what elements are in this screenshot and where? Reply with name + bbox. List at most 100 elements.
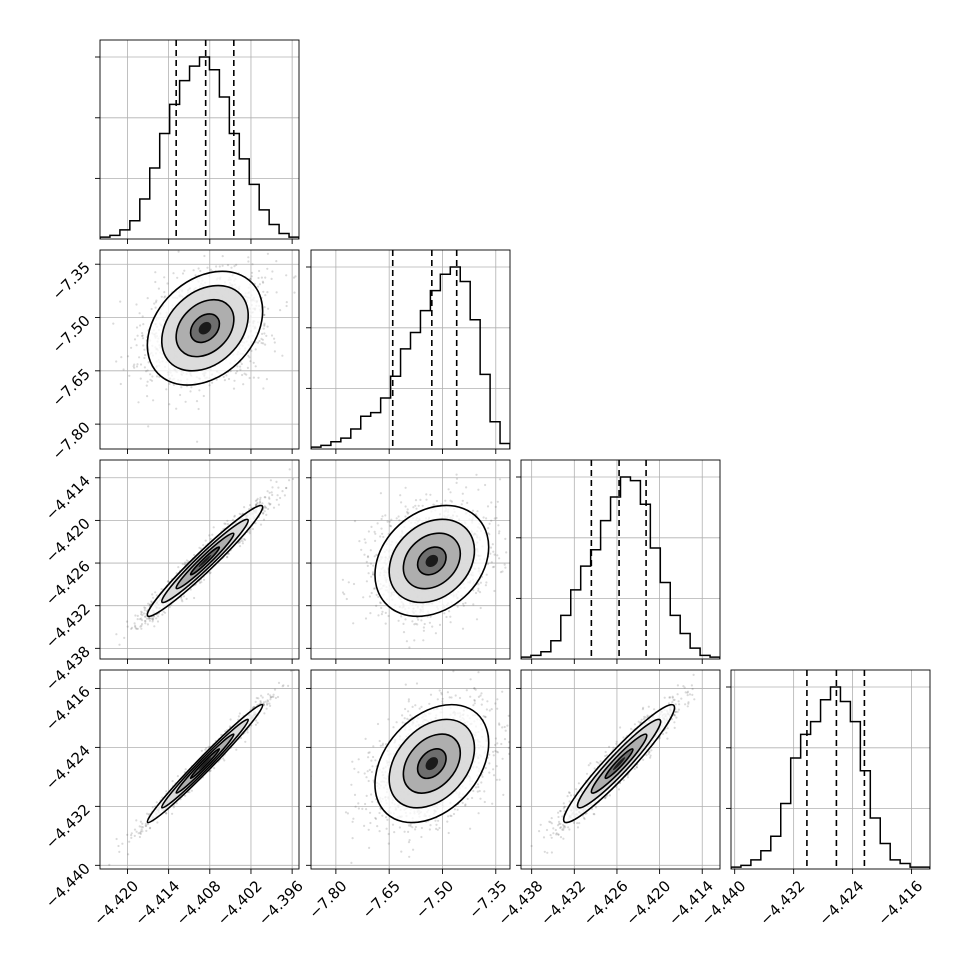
sample-point	[389, 524, 392, 527]
sample-point	[263, 332, 266, 335]
sample-point	[372, 587, 376, 590]
panel-content	[100, 40, 299, 239]
sample-point	[148, 619, 151, 622]
sample-point	[285, 274, 288, 277]
sample-point	[256, 285, 260, 288]
sample-point	[367, 530, 370, 533]
sample-point	[193, 596, 196, 600]
sample-point	[155, 617, 158, 620]
sample-point	[208, 572, 211, 575]
sample-point	[276, 494, 279, 497]
sample-point	[279, 309, 282, 312]
sample-point	[479, 581, 482, 584]
sample-point	[151, 375, 154, 378]
sample-point	[265, 378, 268, 381]
sample-point	[293, 291, 296, 294]
sample-point	[429, 493, 432, 496]
sample-point	[198, 581, 201, 585]
sample-point	[120, 356, 123, 359]
sample-point	[198, 546, 201, 549]
sample-point	[389, 525, 393, 528]
sample-point	[345, 597, 348, 601]
sample-point	[149, 378, 152, 381]
sample-point	[215, 265, 218, 268]
sample-point	[200, 547, 203, 550]
sample-point	[134, 614, 137, 617]
sample-point	[140, 623, 144, 626]
sample-point	[143, 606, 146, 609]
sample-point	[139, 618, 142, 621]
sample-point	[144, 620, 147, 623]
sample-point	[268, 496, 271, 499]
y-tick-label: −7.65	[49, 365, 94, 410]
sample-point	[497, 524, 500, 527]
sample-point	[270, 491, 273, 494]
sample-point	[363, 538, 366, 541]
sample-point	[193, 553, 196, 557]
sample-point	[381, 532, 384, 535]
sample-point	[226, 264, 230, 267]
sample-point	[258, 269, 261, 273]
sample-point	[404, 486, 407, 489]
sample-point	[341, 578, 344, 581]
sample-point	[140, 624, 143, 627]
sample-point	[145, 370, 148, 373]
sample-point	[179, 393, 182, 397]
sample-point	[271, 493, 274, 497]
sample-point	[250, 271, 254, 274]
sample-point	[275, 260, 278, 263]
sample-point	[277, 503, 280, 506]
sample-point	[456, 605, 459, 608]
sample-point	[261, 332, 264, 335]
sample-point	[488, 522, 491, 525]
sample-point	[474, 591, 478, 595]
sample-point	[211, 533, 214, 536]
y-tick-label: −4.432	[42, 600, 94, 652]
sample-point	[460, 503, 463, 506]
sample-point	[281, 490, 284, 493]
sample-point	[484, 584, 487, 587]
sample-point	[493, 589, 496, 593]
sample-point	[143, 348, 146, 351]
sample-point	[136, 363, 139, 366]
sample-point	[119, 300, 122, 303]
sample-point	[181, 272, 185, 275]
sample-point	[366, 556, 370, 559]
sample-point	[185, 559, 188, 562]
sample-point	[238, 541, 241, 544]
sample-point	[281, 354, 284, 357]
sample-point	[248, 376, 251, 380]
sample-point	[407, 511, 410, 514]
y-tick-label: −7.50	[49, 312, 94, 357]
y-tick-label: −7.80	[49, 418, 94, 463]
sample-point	[269, 479, 272, 482]
sample-point	[243, 506, 246, 509]
sample-point	[268, 491, 271, 494]
sample-point	[185, 597, 188, 601]
sample-point	[147, 617, 150, 620]
sample-point	[161, 613, 164, 616]
sample-point	[254, 348, 257, 351]
sample-point	[254, 499, 257, 502]
sample-point	[501, 570, 504, 573]
sample-point	[364, 617, 368, 620]
sample-point	[223, 522, 226, 525]
sample-point	[148, 617, 151, 620]
sample-point	[258, 283, 261, 286]
sample-point	[236, 365, 239, 368]
sample-point	[177, 250, 180, 253]
sample-point	[445, 615, 448, 619]
sample-point	[455, 481, 458, 484]
sample-point	[504, 537, 507, 541]
sample-point	[268, 229, 270, 231]
sample-point	[365, 560, 368, 564]
sample-point	[496, 554, 499, 557]
sample-point	[254, 522, 257, 525]
panel-1-1	[306, 249, 511, 454]
sample-point	[122, 368, 125, 371]
density-level-4	[198, 554, 212, 568]
sample-point	[249, 504, 252, 507]
sample-point	[175, 407, 178, 410]
sample-point	[497, 532, 501, 535]
sample-point	[490, 501, 493, 504]
